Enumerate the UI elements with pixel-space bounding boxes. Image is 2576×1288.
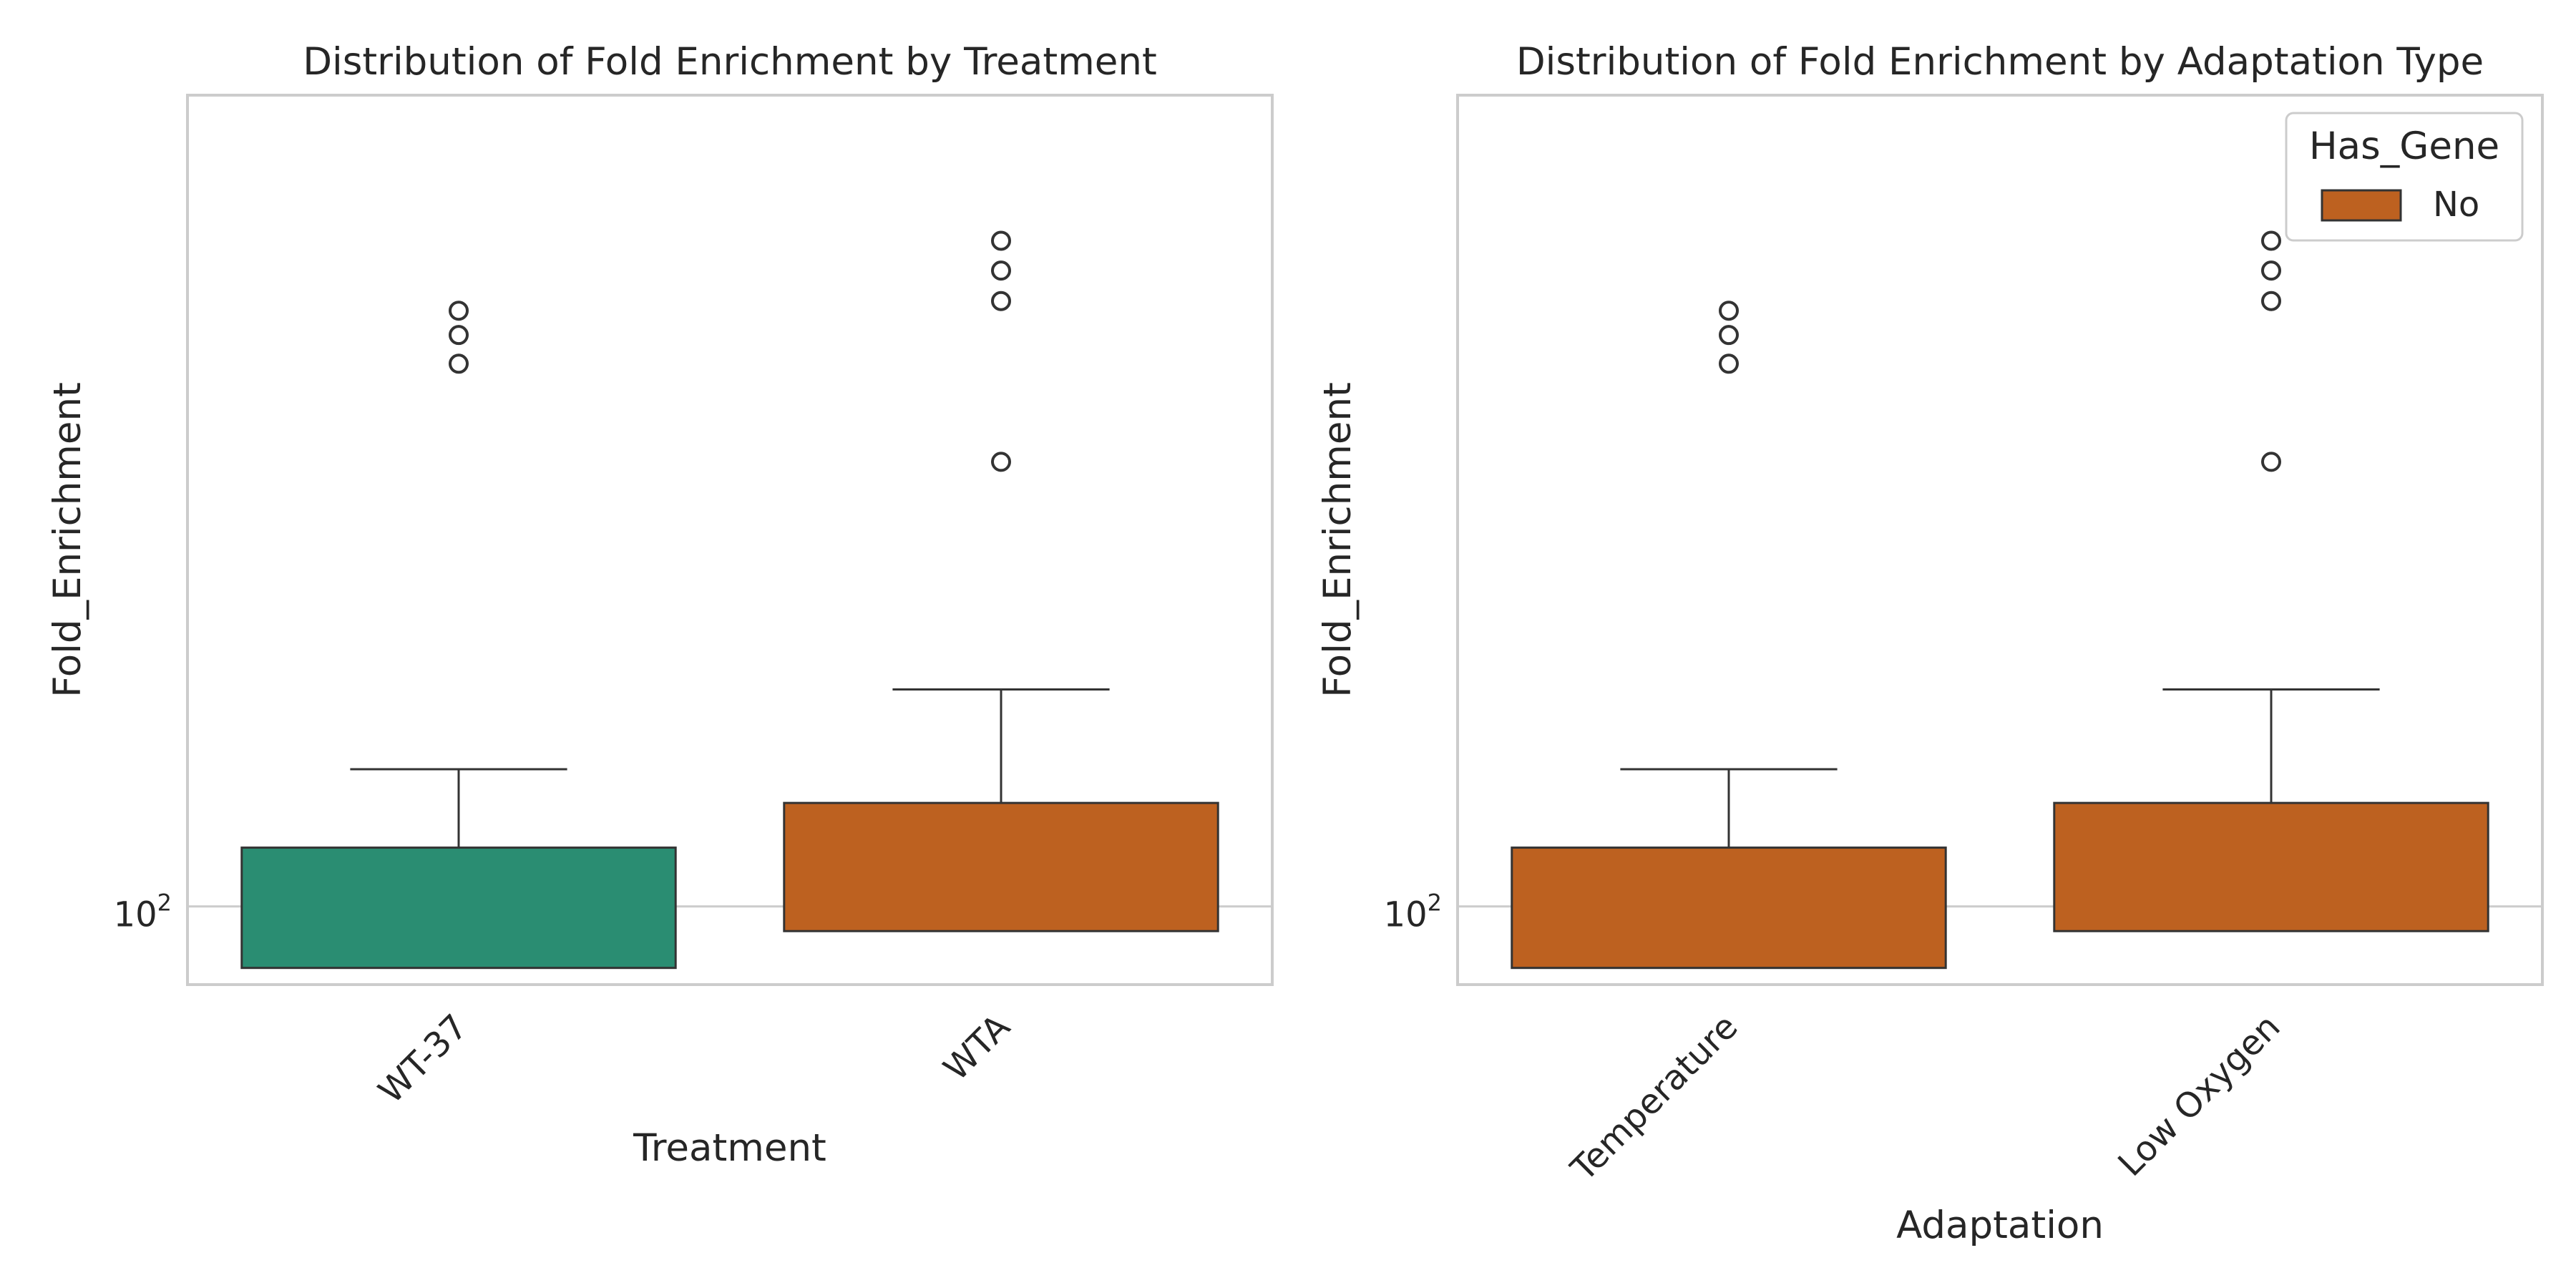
- flier-point: [2261, 291, 2281, 311]
- flier-point: [991, 230, 1011, 251]
- flier-point: [2261, 230, 2281, 251]
- plot-frame: [186, 94, 1274, 986]
- legend-swatch: [2321, 189, 2402, 222]
- chart-title: Distribution of Fold Enrichment by Treat…: [303, 40, 1157, 84]
- box-2: [783, 230, 1219, 932]
- x-tick-label: Temperature: [1563, 1007, 1745, 1189]
- x-tick-label: Low Oxygen: [2110, 1007, 2288, 1184]
- legend-title: Has_Gene: [2309, 125, 2499, 168]
- chart-panel-2: 102 Temperature Low Oxygen Distribution of …: [1316, 40, 2544, 1247]
- box-body: [2053, 801, 2489, 932]
- flier-point: [2261, 260, 2281, 281]
- y-tick-exponent: 2: [157, 889, 172, 917]
- box-body: [240, 847, 677, 970]
- y-axis-label: Fold_Enrichment: [1316, 382, 1360, 698]
- flier-point: [1719, 325, 1739, 346]
- box-2: [2053, 230, 2489, 932]
- x-axis-label: Adaptation: [1896, 1204, 2104, 1247]
- y-tick-exponent: 2: [1428, 889, 1442, 917]
- legend: Has_Gene No: [2285, 112, 2524, 242]
- x-tick-label: WT-37: [371, 1007, 475, 1111]
- flier-point: [449, 301, 469, 321]
- plot-frame: [1456, 94, 2544, 986]
- box-1: [1511, 301, 1947, 970]
- box-body: [1511, 847, 1947, 970]
- flier-point: [1719, 353, 1739, 374]
- legend-label: No: [2433, 185, 2479, 225]
- flier-point: [991, 291, 1011, 311]
- y-tick-base: 10: [1384, 895, 1428, 935]
- box-1: [240, 301, 677, 970]
- y-axis-label: Fold_Enrichment: [46, 382, 89, 698]
- y-tick-label: 102: [1384, 889, 1442, 935]
- x-tick-label: WTA: [936, 1007, 1018, 1089]
- chart-panel-1: 102 WT-37 WTA Distribution of Fold Enrichme…: [46, 40, 1274, 1170]
- flier-point: [991, 260, 1011, 281]
- flier-point: [449, 325, 469, 346]
- box-body: [783, 801, 1219, 932]
- flier-point: [1719, 301, 1739, 321]
- flier-point: [449, 353, 469, 374]
- x-axis-label: Treatment: [633, 1126, 826, 1170]
- y-tick-base: 10: [114, 895, 157, 935]
- y-tick-label: 102: [114, 889, 172, 935]
- chart-title: Distribution of Fold Enrichment by Adapt…: [1516, 40, 2484, 84]
- flier-point: [2261, 452, 2281, 472]
- flier-point: [991, 452, 1011, 472]
